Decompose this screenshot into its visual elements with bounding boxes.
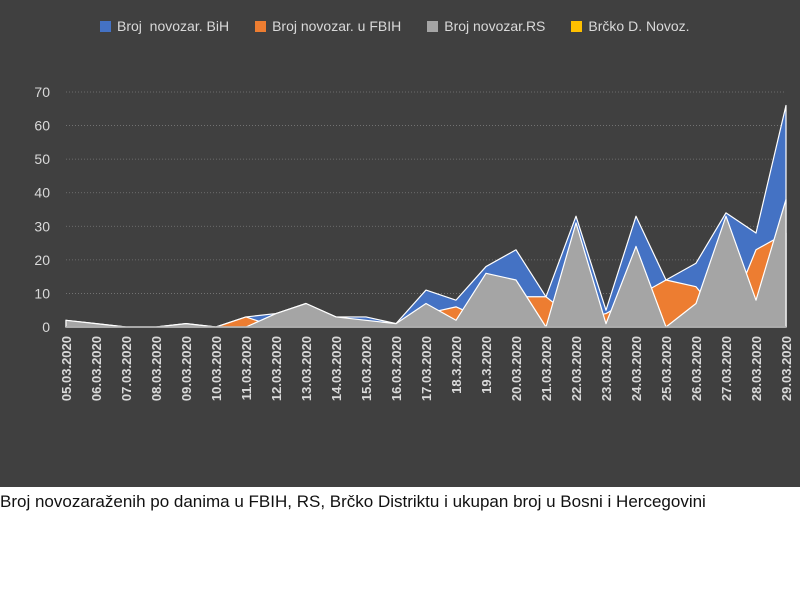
x-tick-label: 08.03.2020: [149, 336, 164, 401]
x-tick-label: 29.03.2020: [779, 336, 794, 401]
y-tick-label: 50: [34, 151, 50, 167]
x-tick-label: 10.03.2020: [209, 336, 224, 401]
legend-label-brcko: Brčko D. Novoz.: [588, 18, 690, 34]
x-tick-label: 12.03.2020: [269, 336, 284, 401]
legend-item-rs: Broj novozar.RS: [427, 18, 545, 34]
legend: Broj novozar. BiH Broj novozar. u FBIH B…: [100, 18, 690, 34]
legend-item-bih: Broj novozar. BiH: [100, 18, 229, 34]
x-tick-label: 25.03.2020: [659, 336, 674, 401]
y-tick-label: 10: [34, 285, 50, 301]
legend-label-bih: Broj novozar. BiH: [117, 18, 230, 34]
x-tick-label: 22.03.2020: [569, 336, 584, 401]
legend-label-rs: Broj novozar.RS: [444, 18, 546, 34]
x-tick-label: 23.03.2020: [599, 336, 614, 401]
x-tick-label: 21.03.2020: [539, 336, 554, 401]
x-tick-label: 24.03.2020: [629, 336, 644, 401]
x-tick-label: 13.03.2020: [299, 336, 314, 401]
x-tick-label: 07.03.2020: [119, 336, 134, 401]
x-tick-label: 05.03.2020: [59, 336, 74, 401]
legend-item-fbih: Broj novozar. u FBIH: [255, 18, 401, 34]
area-series-2: [65, 198, 787, 328]
x-tick-label: 20.03.2020: [509, 336, 524, 401]
y-tick-label: 30: [34, 218, 50, 234]
x-tick-label: 15.03.2020: [359, 336, 374, 401]
x-tick-label: 19.3.2020: [479, 336, 494, 394]
legend-swatch-bih: [100, 20, 111, 32]
x-tick-label: 11.03.2020: [239, 336, 254, 400]
legend-item-brcko: Brčko D. Novoz.: [571, 18, 690, 34]
x-tick-label: 16.03.2020: [389, 336, 404, 401]
y-tick-label: 70: [34, 84, 50, 100]
x-tick-label: 17.03.2020: [419, 336, 434, 401]
y-tick-label: 40: [34, 185, 50, 201]
x-tick-label: 28.03.2020: [749, 336, 764, 401]
y-tick-label: 20: [34, 252, 50, 268]
chart-caption: Broj novozaraženih po danima u FBIH, RS,…: [0, 492, 706, 511]
x-tick-label: 06.03.2020: [89, 336, 104, 401]
y-tick-label: 0: [42, 319, 50, 335]
chart-panel: 0 10 20 30 40 50 60 70 05.03.2020 06.03.2020 07.03…: [0, 0, 800, 487]
x-tick-label: 18.3.2020: [449, 336, 464, 394]
y-tick-label: 60: [34, 118, 50, 134]
legend-swatch-fbih: [255, 20, 267, 32]
x-tick-label: 09.03.2020: [179, 336, 194, 401]
area-chart: 0 10 20 30 40 50 60 70 05.03.2020 06.03.2020 07.03…: [34, 84, 794, 401]
legend-label-fbih: Broj novozar. u FBIH: [272, 18, 402, 34]
x-tick-label: 27.03.2020: [719, 336, 734, 401]
legend-swatch-rs: [427, 20, 439, 32]
x-tick-label: 14.03.2020: [329, 336, 344, 401]
legend-swatch-brcko: [571, 20, 583, 32]
x-tick-label: 26.03.2020: [689, 336, 704, 401]
